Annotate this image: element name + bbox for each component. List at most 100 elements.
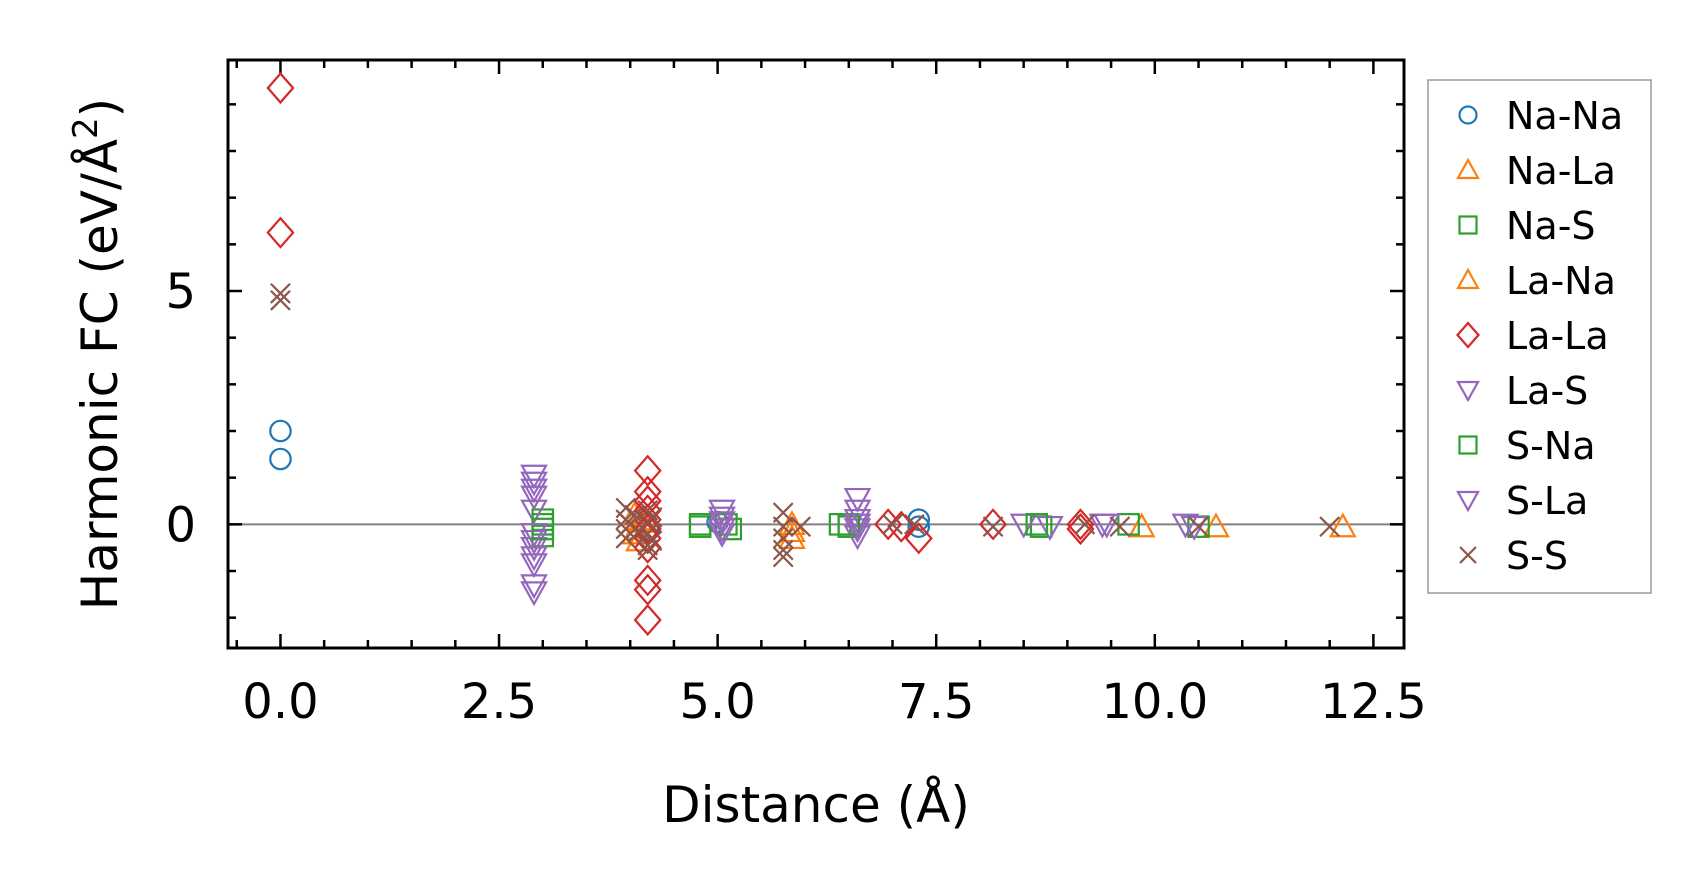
data-point — [843, 499, 872, 525]
data-point — [520, 553, 548, 579]
data-point — [1025, 513, 1049, 536]
data-point — [520, 499, 548, 525]
data-point — [615, 527, 637, 549]
data-markers — [266, 71, 1357, 637]
x-axis-label: Distance (Å) — [662, 776, 970, 834]
legend-marker — [1456, 267, 1480, 290]
legend-marker — [1456, 380, 1480, 403]
legend-label: S-La — [1506, 479, 1588, 523]
data-point — [520, 464, 548, 490]
x-tick-label: 5.0 — [679, 674, 755, 730]
data-point — [1009, 513, 1038, 539]
data-point — [266, 71, 295, 105]
data-point — [520, 485, 548, 511]
series-s-na — [531, 513, 1049, 541]
legend-item: S-S — [1459, 534, 1568, 578]
data-point — [904, 522, 933, 555]
data-point — [843, 518, 872, 544]
legend-item: La-S — [1456, 369, 1588, 413]
data-point — [1109, 516, 1131, 538]
legend-item: Na-Na — [1458, 94, 1623, 138]
legend-label: La-S — [1506, 369, 1588, 413]
data-point — [1202, 512, 1230, 538]
legend: Na-Na Na-La Na-S La-Na La-La La-S S-Na S-La S-S — [1427, 79, 1652, 594]
data-point — [1171, 513, 1200, 539]
y-tick-label: 5 — [165, 264, 196, 320]
data-point — [843, 508, 872, 534]
data-point — [843, 525, 872, 551]
data-point — [624, 504, 645, 526]
legend-marker — [1458, 215, 1478, 235]
axes-frame — [226, 58, 1406, 650]
data-point — [887, 510, 916, 543]
data-point — [843, 513, 872, 539]
legend-label: S-Na — [1506, 424, 1596, 468]
x-tick-label: 2.5 — [461, 674, 537, 730]
data-point — [531, 517, 555, 541]
data-point — [1074, 513, 1096, 535]
legend-label: La-La — [1506, 314, 1609, 358]
data-point — [633, 603, 662, 637]
legend-item: Na-S — [1458, 204, 1596, 248]
legend-marker — [1458, 435, 1478, 455]
legend-label: Na-S — [1506, 204, 1596, 248]
legend-label: Na-Na — [1506, 94, 1623, 138]
data-point — [1092, 513, 1121, 539]
data-point — [1328, 512, 1357, 538]
data-point — [708, 522, 736, 548]
legend-item: S-La — [1456, 479, 1588, 523]
legend-marker — [1459, 546, 1477, 564]
data-point — [266, 216, 295, 249]
series-la-s — [520, 464, 1209, 607]
y-axis-label-close: ) — [71, 98, 129, 118]
data-point — [882, 513, 903, 535]
data-point — [270, 282, 291, 304]
data-point — [641, 530, 663, 552]
data-point — [269, 419, 292, 443]
y-axis-ticks: 05 — [165, 103, 1404, 619]
data-point — [790, 516, 812, 538]
data-point — [633, 564, 662, 597]
data-point — [270, 289, 291, 311]
data-point — [982, 516, 1004, 538]
series-s-la — [520, 485, 1121, 548]
data-point — [520, 581, 548, 607]
y-tick-label: 0 — [165, 497, 196, 553]
y-axis-label: Harmonic FC (eV/Å2) — [66, 98, 129, 610]
x-tick-label: 12.5 — [1320, 674, 1427, 730]
data-point — [520, 536, 548, 562]
data-point — [520, 574, 548, 600]
legend-marker — [1456, 321, 1480, 349]
legend-item: La-Na — [1456, 259, 1616, 303]
data-point — [772, 539, 794, 561]
legend-item: La-La — [1456, 314, 1609, 358]
data-point — [907, 515, 931, 538]
data-point — [708, 511, 736, 537]
data-point — [269, 447, 292, 471]
series-s-s — [270, 282, 1341, 568]
data-point — [903, 513, 925, 535]
legend-marker — [1456, 157, 1480, 180]
legend-marker — [1456, 490, 1480, 513]
x-tick-label: 0.0 — [242, 674, 318, 730]
data-point — [1188, 516, 1209, 538]
data-point — [1066, 512, 1095, 546]
data-point — [520, 471, 548, 497]
x-tick-label: 7.5 — [898, 674, 974, 730]
legend-marker — [1458, 105, 1478, 125]
y-axis-label-superscript: 2 — [66, 117, 106, 139]
legend-item: S-Na — [1458, 424, 1596, 468]
legend-label: La-Na — [1506, 259, 1616, 303]
data-point — [708, 518, 736, 544]
data-point — [520, 522, 548, 548]
data-point — [520, 478, 548, 504]
data-point — [772, 546, 794, 568]
data-point — [1127, 512, 1156, 538]
data-point — [1036, 515, 1064, 541]
y-axis-label-main: Harmonic FC (eV/Å — [71, 139, 129, 610]
legend-label: Na-La — [1506, 149, 1616, 193]
legend-item: Na-La — [1456, 149, 1616, 193]
x-tick-label: 10.0 — [1101, 674, 1208, 730]
data-point — [1319, 516, 1341, 538]
